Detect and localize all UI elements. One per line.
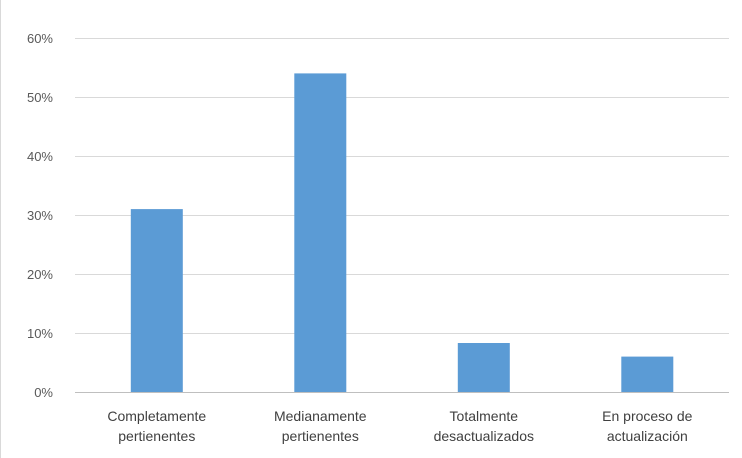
x-axis-labels: Completamente pertienentes Medianamente per… [107, 408, 692, 444]
y-tick-label: 0% [34, 385, 53, 400]
bar [130, 209, 183, 392]
x-tick-label: desactualizados [434, 428, 534, 444]
x-tick-label: En proceso de [602, 408, 692, 424]
y-axis-ticks: 0% 10% 20% 30% 40% 50% 60% [27, 31, 53, 400]
y-tick-label: 60% [27, 31, 53, 46]
y-tick-label: 30% [27, 208, 53, 223]
x-tick-label: pertienentes [282, 428, 359, 444]
y-tick-label: 40% [27, 149, 53, 164]
y-tick-label: 20% [27, 267, 53, 282]
bar [294, 73, 347, 393]
x-tick-label: pertienentes [118, 428, 195, 444]
y-tick-label: 50% [27, 90, 53, 105]
x-tick-label: Completamente [107, 408, 206, 424]
x-tick-label: actualización [607, 428, 688, 444]
y-tick-label: 10% [27, 326, 53, 341]
bar [621, 356, 674, 392]
x-tick-label: Totalmente [450, 408, 519, 424]
bar [457, 343, 510, 392]
gridlines [75, 38, 729, 334]
x-tick-label: Medianamente [274, 408, 367, 424]
bars [130, 73, 674, 393]
